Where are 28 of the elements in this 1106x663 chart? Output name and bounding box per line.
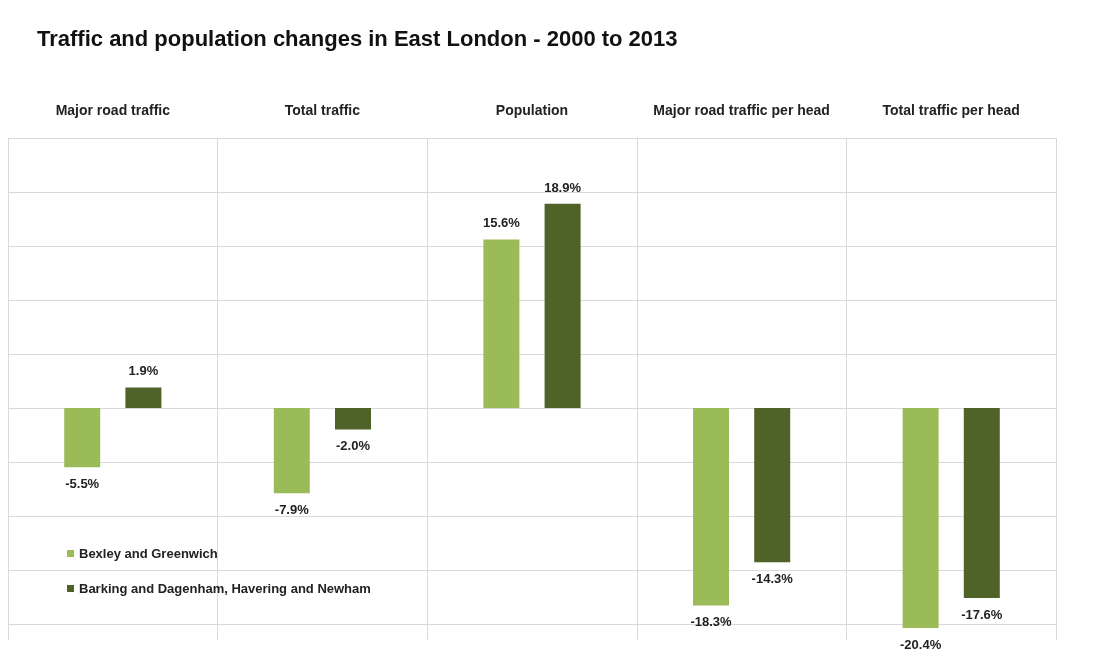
x-tick-label: Major road traffic per head xyxy=(653,102,830,118)
bar xyxy=(902,407,939,629)
bar xyxy=(963,407,1000,598)
data-label: -20.4% xyxy=(900,637,942,653)
bar xyxy=(483,239,520,408)
data-label: 1.9% xyxy=(128,363,159,379)
x-tick-label: Total traffic xyxy=(284,102,361,118)
data-label: -14.3% xyxy=(751,571,794,587)
bar xyxy=(335,407,371,430)
data-label: -7.9% xyxy=(274,502,310,518)
bar xyxy=(125,387,162,408)
data-label: -18.3% xyxy=(690,614,733,630)
bar xyxy=(64,407,101,468)
data-label: -2.0% xyxy=(336,438,371,454)
bar xyxy=(754,407,791,563)
data-label: 18.9% xyxy=(544,179,582,195)
bar xyxy=(544,203,581,408)
x-tick-label: Total traffic per head xyxy=(882,102,1020,118)
data-label: -17.6% xyxy=(961,606,1003,622)
legend-label: Barking and Dagenham, Havering and Newham xyxy=(79,581,371,596)
legend-label: Bexley and Greenwich xyxy=(79,546,218,561)
chart-title: Traffic and population changes in East London - 2000 to 2013 xyxy=(37,25,678,51)
x-tick-label: Major road traffic xyxy=(55,102,171,118)
bar xyxy=(273,407,310,494)
bar xyxy=(693,407,729,606)
x-tick-label: Population xyxy=(495,102,569,118)
data-label: 15.6% xyxy=(482,215,521,231)
data-label: -5.5% xyxy=(65,476,100,492)
